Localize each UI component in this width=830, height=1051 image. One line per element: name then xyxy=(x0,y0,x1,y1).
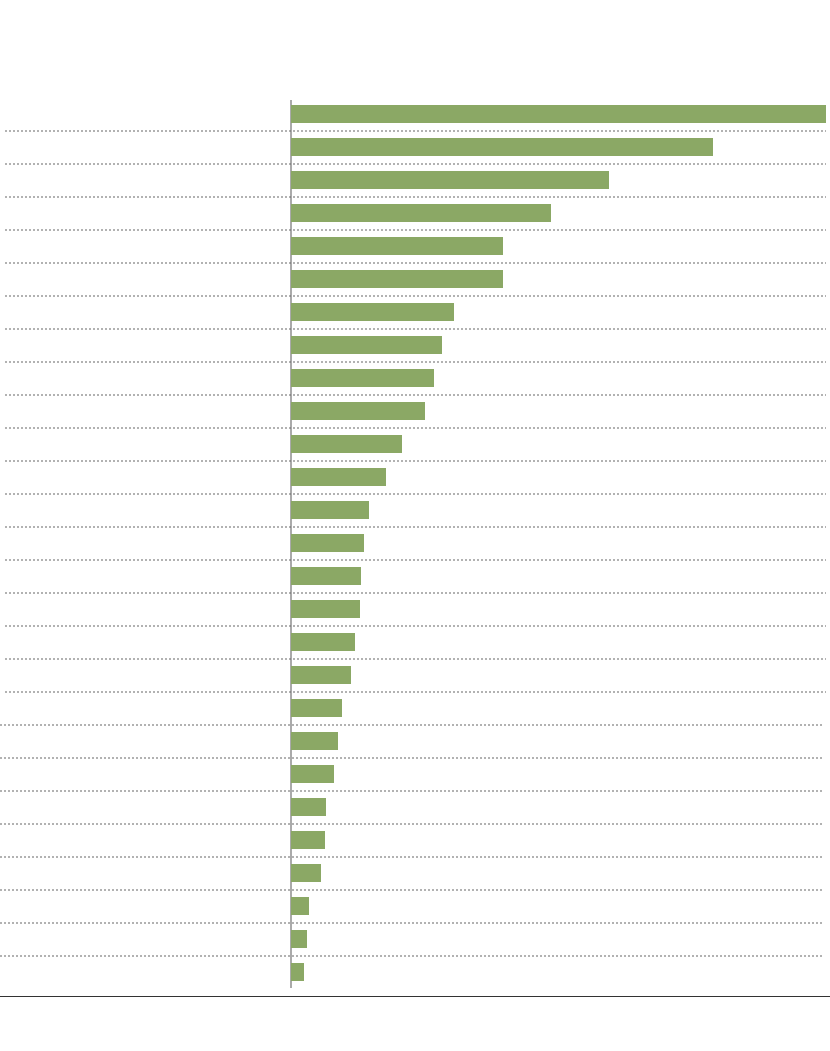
bar xyxy=(291,699,342,717)
bar xyxy=(291,666,351,684)
bar xyxy=(291,864,321,882)
bar xyxy=(291,897,309,915)
bar xyxy=(291,600,360,618)
bar xyxy=(291,765,334,783)
bar xyxy=(291,567,361,585)
bar xyxy=(291,171,609,189)
bar xyxy=(291,534,364,552)
bar xyxy=(291,270,503,288)
bar xyxy=(291,237,503,255)
bar xyxy=(291,105,826,123)
bar xyxy=(291,435,402,453)
bar xyxy=(291,468,386,486)
bar xyxy=(291,633,355,651)
bar xyxy=(291,501,369,519)
bar xyxy=(291,138,713,156)
bar xyxy=(291,963,304,981)
bar xyxy=(291,336,442,354)
bar xyxy=(291,798,326,816)
bar xyxy=(291,303,454,321)
bar xyxy=(291,402,425,420)
bar xyxy=(291,831,325,849)
bar xyxy=(291,732,338,750)
bar xyxy=(291,369,434,387)
bar xyxy=(291,930,307,948)
bar xyxy=(291,204,551,222)
